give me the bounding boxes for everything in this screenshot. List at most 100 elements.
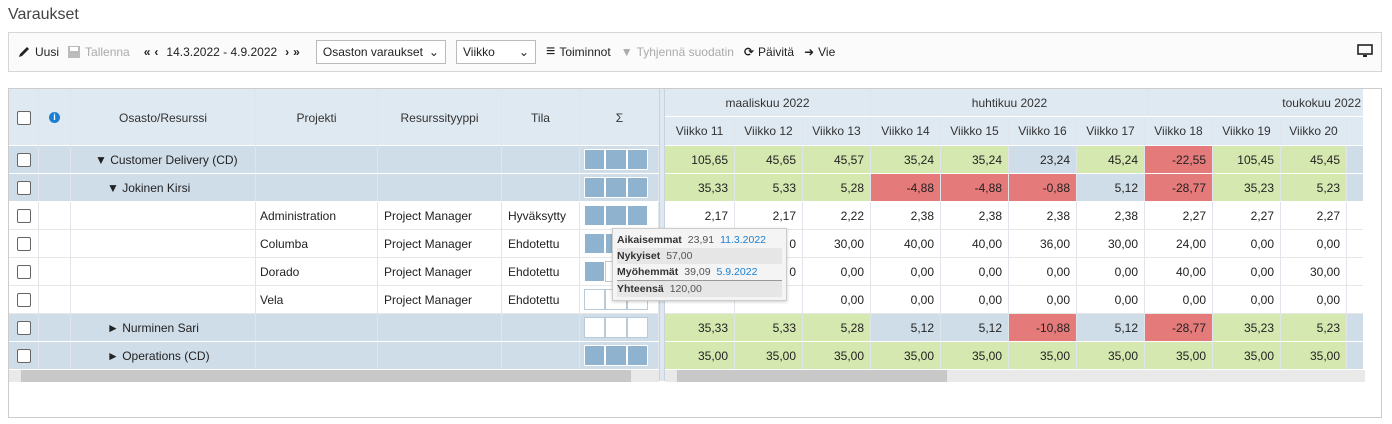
value-cell[interactable]: 5,33 [735, 174, 803, 201]
table-row[interactable]: Administration Project Manager Hyväksytty [9, 202, 659, 230]
table-row[interactable]: Columba Project Manager Ehdotettu [9, 230, 659, 258]
table-row[interactable]: Dorado Project Manager Ehdotettu [9, 258, 659, 286]
value-cell[interactable]: 2,38 [871, 202, 941, 229]
value-cell[interactable]: 0,00 [1213, 230, 1281, 257]
value-cell[interactable]: 0,00 [1281, 286, 1347, 313]
value-cell[interactable]: 35,00 [1145, 342, 1213, 369]
row-checkbox[interactable] [16, 320, 31, 335]
table-row[interactable]: Vela Project Manager Ehdotettu [9, 286, 659, 314]
value-cell[interactable]: 35,00 [735, 342, 803, 369]
value-cell[interactable]: 5,12 [1077, 174, 1145, 201]
row-checkbox[interactable] [16, 348, 31, 363]
value-cell[interactable]: 35,00 [803, 342, 871, 369]
row-checkbox[interactable] [16, 152, 31, 167]
value-cell[interactable]: 5,28 [803, 314, 871, 341]
actions-button[interactable]: ≡ Toiminnot [546, 43, 611, 61]
select-all-checkbox[interactable] [16, 110, 31, 125]
vertical-scrollbar[interactable] [1363, 89, 1381, 369]
value-cell[interactable]: -22,55 [1145, 146, 1213, 173]
value-cell[interactable]: 5,23 [1281, 174, 1347, 201]
sigma-bar[interactable] [584, 149, 648, 170]
next-fast-button[interactable]: » [293, 45, 300, 59]
value-cell[interactable]: 35,24 [871, 146, 941, 173]
right-horizontal-scrollbar[interactable] [665, 370, 1365, 382]
value-cell[interactable]: 40,00 [871, 230, 941, 257]
view-select[interactable]: Osaston varaukset ⌄ [315, 40, 446, 64]
value-cell[interactable]: 35,00 [1281, 342, 1347, 369]
value-cell[interactable]: -28,77 [1145, 314, 1213, 341]
value-cell[interactable]: 45,45 [1281, 146, 1347, 173]
right-scroll-thumb[interactable] [677, 370, 947, 382]
col-resurssityyppi[interactable]: Resurssityyppi [378, 89, 502, 146]
value-cell[interactable]: 35,00 [665, 342, 735, 369]
value-cell[interactable]: 35,23 [1213, 174, 1281, 201]
value-cell[interactable]: 35,33 [665, 314, 735, 341]
value-cell[interactable]: 5,28 [803, 174, 871, 201]
value-cell[interactable]: 5,12 [1077, 314, 1145, 341]
row-checkbox[interactable] [16, 180, 31, 195]
value-cell[interactable]: 0,00 [1213, 258, 1281, 285]
table-row[interactable]: ► Nurminen Sari [9, 314, 659, 342]
value-cell[interactable]: 0,00 [803, 286, 871, 313]
clear-filter-button[interactable]: ▼ Tyhjennä suodatin [621, 45, 734, 59]
value-cell[interactable]: 24,00 [1145, 230, 1213, 257]
value-cell[interactable]: 5,33 [735, 314, 803, 341]
value-cell[interactable]: 45,65 [735, 146, 803, 173]
col-sigma[interactable]: Σ [615, 110, 624, 125]
value-cell[interactable]: 0,00 [1077, 258, 1145, 285]
export-button[interactable]: ➜ Vie [804, 45, 835, 59]
value-cell[interactable]: 0,00 [803, 258, 871, 285]
save-button[interactable]: Tallenna [67, 45, 130, 59]
value-cell[interactable]: 0,00 [1077, 286, 1145, 313]
next-button[interactable]: › [285, 45, 290, 59]
value-cell[interactable]: 30,00 [1077, 230, 1145, 257]
value-cell[interactable]: 30,00 [1281, 258, 1347, 285]
value-cell[interactable]: 0,00 [941, 286, 1009, 313]
value-cell[interactable]: -4,88 [871, 174, 941, 201]
value-cell[interactable]: 0,00 [1145, 286, 1213, 313]
value-cell[interactable]: 35,00 [871, 342, 941, 369]
value-cell[interactable]: 35,00 [1213, 342, 1281, 369]
value-cell[interactable]: 2,38 [941, 202, 1009, 229]
value-cell[interactable]: 40,00 [1145, 258, 1213, 285]
left-scroll-thumb[interactable] [21, 370, 631, 382]
sigma-bar[interactable] [584, 317, 648, 338]
sigma-bar[interactable] [584, 205, 648, 226]
sigma-bar[interactable] [584, 345, 648, 366]
value-cell[interactable]: 45,24 [1077, 146, 1145, 173]
value-cell[interactable]: 5,12 [941, 314, 1009, 341]
value-cell[interactable]: -10,88 [1009, 314, 1077, 341]
value-cell[interactable]: 0,00 [871, 286, 941, 313]
row-checkbox[interactable] [16, 264, 31, 279]
value-cell[interactable]: 2,27 [1213, 202, 1281, 229]
table-row[interactable]: ▼ Jokinen Kirsi [9, 174, 659, 202]
table-row[interactable]: ▼ Customer Delivery (CD) [9, 146, 659, 174]
value-cell[interactable]: 35,24 [941, 146, 1009, 173]
value-cell[interactable]: 105,45 [1213, 146, 1281, 173]
value-cell[interactable]: 5,12 [871, 314, 941, 341]
sigma-bar[interactable] [584, 177, 648, 198]
value-cell[interactable]: 2,22 [803, 202, 871, 229]
left-horizontal-scrollbar[interactable] [9, 370, 659, 382]
value-cell[interactable]: 2,27 [1145, 202, 1213, 229]
col-projekti[interactable]: Projekti [256, 89, 378, 146]
value-cell[interactable]: 23,24 [1009, 146, 1077, 173]
value-cell[interactable]: 5,23 [1281, 314, 1347, 341]
value-cell[interactable]: 40,00 [941, 230, 1009, 257]
row-checkbox[interactable] [16, 208, 31, 223]
value-cell[interactable]: -4,88 [941, 174, 1009, 201]
value-cell[interactable]: 45,57 [803, 146, 871, 173]
value-cell[interactable]: -28,77 [1145, 174, 1213, 201]
value-cell[interactable]: 2,38 [1077, 202, 1145, 229]
col-osasto[interactable]: Osasto/Resurssi [71, 89, 256, 146]
new-button[interactable]: Uusi [17, 45, 59, 59]
refresh-button[interactable]: ⟳ Päivitä [744, 45, 794, 59]
value-cell[interactable]: -0,88 [1009, 174, 1077, 201]
value-cell[interactable]: 2,17 [735, 202, 803, 229]
value-cell[interactable]: 0,00 [1009, 258, 1077, 285]
value-cell[interactable]: 2,17 [665, 202, 735, 229]
value-cell[interactable]: 0,00 [1009, 286, 1077, 313]
value-cell[interactable]: 35,00 [1077, 342, 1145, 369]
period-select[interactable]: Viikko ⌄ [455, 40, 536, 64]
value-cell[interactable]: 105,65 [665, 146, 735, 173]
